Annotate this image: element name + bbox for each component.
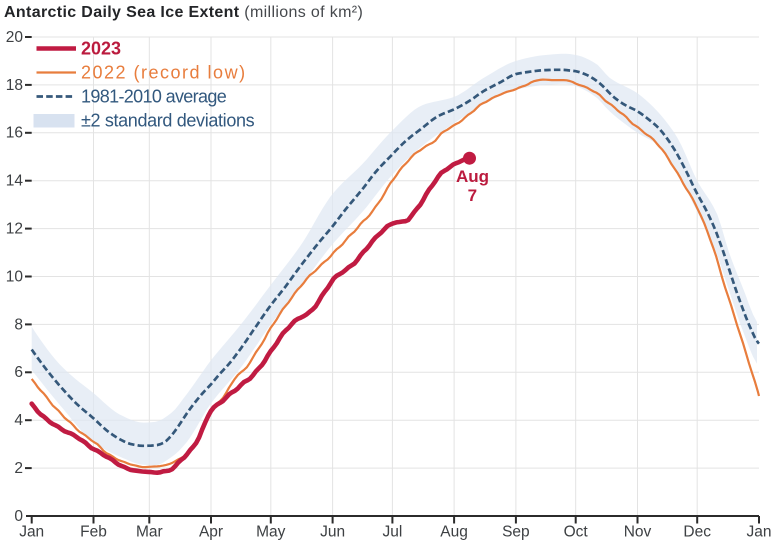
svg-text:Antarctic Daily Sea Ice Extent: Antarctic Daily Sea Ice Extent (millions… — [4, 4, 363, 21]
svg-text:Feb: Feb — [80, 524, 107, 541]
svg-text:Apr: Apr — [199, 524, 223, 541]
svg-text:18: 18 — [6, 77, 23, 94]
svg-text:6: 6 — [14, 364, 23, 381]
svg-text:Nov: Nov — [624, 524, 652, 541]
svg-text:Dec: Dec — [683, 524, 711, 541]
svg-text:2022 (record low): 2022 (record low) — [81, 63, 247, 83]
svg-text:Oct: Oct — [564, 524, 589, 541]
svg-text:2023: 2023 — [81, 39, 121, 59]
svg-text:Jun: Jun — [320, 524, 345, 541]
svg-text:Jan: Jan — [19, 524, 44, 541]
svg-text:16: 16 — [6, 125, 23, 142]
svg-text:8: 8 — [14, 316, 23, 333]
svg-text:±2 standard deviations: ±2 standard deviations — [81, 111, 255, 131]
svg-text:10: 10 — [6, 268, 24, 285]
svg-text:20: 20 — [6, 29, 24, 46]
svg-text:7: 7 — [468, 186, 477, 205]
svg-text:12: 12 — [6, 221, 23, 238]
svg-text:0: 0 — [14, 508, 23, 525]
svg-text:1981-2010 average: 1981-2010 average — [81, 87, 227, 107]
svg-text:Aug: Aug — [440, 524, 468, 541]
svg-text:Jul: Jul — [382, 524, 402, 541]
svg-text:2: 2 — [14, 460, 23, 477]
svg-text:Sep: Sep — [502, 524, 530, 541]
svg-text:4: 4 — [14, 412, 23, 429]
svg-text:Aug: Aug — [456, 167, 489, 186]
svg-text:Jan: Jan — [747, 524, 772, 541]
svg-text:May: May — [256, 524, 286, 541]
svg-text:Mar: Mar — [136, 524, 163, 541]
svg-text:14: 14 — [6, 173, 24, 190]
